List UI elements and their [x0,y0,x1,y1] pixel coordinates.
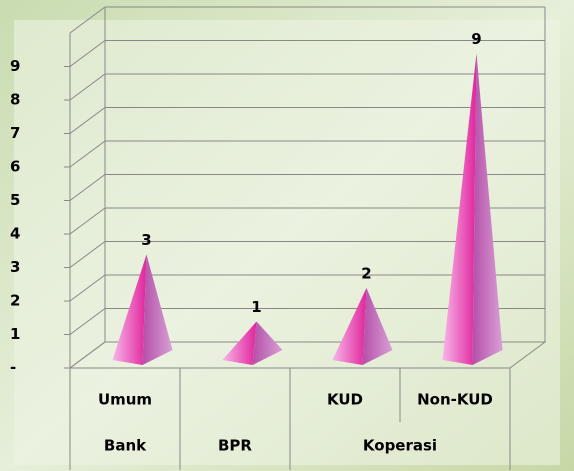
y-tick-label: 9 [10,57,20,75]
data-label: 3 [141,231,151,249]
y-tick-label: 7 [10,124,20,142]
x-tick-label: KUD [327,391,363,409]
y-tick-label: 4 [10,225,20,243]
y-tick-label: 6 [10,158,20,176]
y-tick-label: 5 [10,191,20,209]
data-label: 2 [361,265,371,283]
x-tick-label: Non-KUD [417,391,493,409]
data-label: 9 [471,30,481,48]
group-label: BPR [218,437,252,455]
y-tick-label: 3 [10,258,20,276]
y-tick-label: 2 [10,292,20,310]
group-label: Bank [104,437,147,455]
data-label: 1 [251,298,261,316]
x-tick-label: Umum [98,391,152,409]
group-label: Koperasi [363,437,437,455]
chart: - 1 2 3 4 5 6 7 8 9 Umum KUD Non-KUD Bank BPR Koperasi 3… [0,0,574,471]
y-tick-label: 1 [10,325,20,343]
y-tick-label: - [10,359,16,377]
y-tick-label: 8 [10,91,20,109]
